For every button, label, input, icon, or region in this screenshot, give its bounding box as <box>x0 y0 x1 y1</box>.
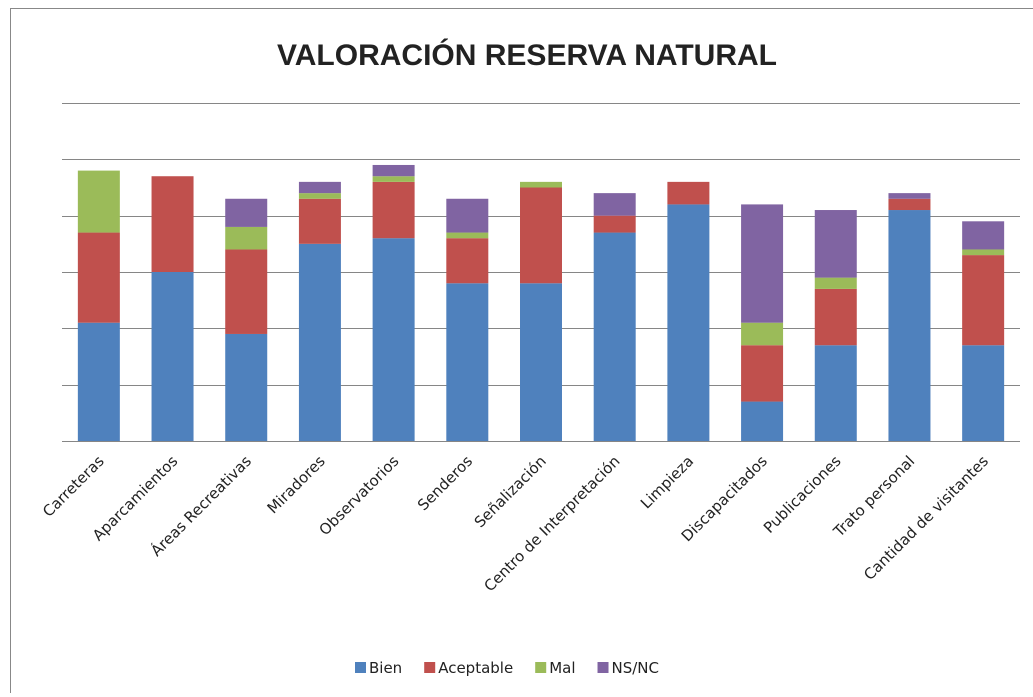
chart-title: VALORACIÓN RESERVA NATURAL <box>277 38 777 72</box>
bar-segment <box>78 323 120 441</box>
bar-segment <box>520 188 562 284</box>
bar-segment <box>741 345 783 401</box>
legend-swatch <box>535 662 546 673</box>
bar-segment <box>815 289 857 345</box>
bar-segment <box>594 193 636 216</box>
bar-segment <box>446 199 488 233</box>
bar-segment <box>962 345 1004 441</box>
bar-segment <box>299 244 341 441</box>
bar-segment <box>299 193 341 199</box>
legend-swatch <box>424 662 435 673</box>
bar-segment <box>446 238 488 283</box>
bar-segment <box>225 199 267 227</box>
bar-segment <box>520 182 562 188</box>
bar-segment <box>594 233 636 441</box>
bar-segment <box>594 216 636 233</box>
bar-segment <box>225 249 267 334</box>
bar-segment <box>815 210 857 278</box>
bar-segment <box>373 165 415 176</box>
bar-segment <box>225 334 267 441</box>
bar-segment <box>815 345 857 441</box>
bar-segment <box>299 199 341 244</box>
legend-label: NS/NC <box>612 659 660 677</box>
bar-segment <box>741 323 783 346</box>
legend-swatch <box>598 662 609 673</box>
bar-segment <box>373 176 415 182</box>
bar-segment <box>888 193 930 199</box>
bar-segment <box>446 233 488 239</box>
bar-segment <box>78 171 120 233</box>
bar-segment <box>888 199 930 210</box>
bar-segment <box>373 238 415 441</box>
bar-segment <box>962 255 1004 345</box>
bar-segment <box>962 221 1004 249</box>
legend-label: Mal <box>549 659 575 677</box>
legend-label: Bien <box>369 659 402 677</box>
bar-segment <box>152 272 194 441</box>
legend-label: Aceptable <box>438 659 513 677</box>
bar-segment <box>667 182 709 205</box>
bar-segment <box>78 233 120 323</box>
bar-segment <box>888 210 930 441</box>
bar-segment <box>815 278 857 289</box>
bar-segment <box>520 283 562 441</box>
bar-segment <box>225 227 267 250</box>
bar-segment <box>667 204 709 441</box>
bar-segment <box>299 182 341 193</box>
bar-segment <box>373 182 415 238</box>
bar-segment <box>741 402 783 441</box>
bar-segment <box>152 176 194 272</box>
bar-segment <box>741 204 783 322</box>
bar-segment <box>962 249 1004 255</box>
bar-segment <box>446 283 488 441</box>
legend-swatch <box>355 662 366 673</box>
